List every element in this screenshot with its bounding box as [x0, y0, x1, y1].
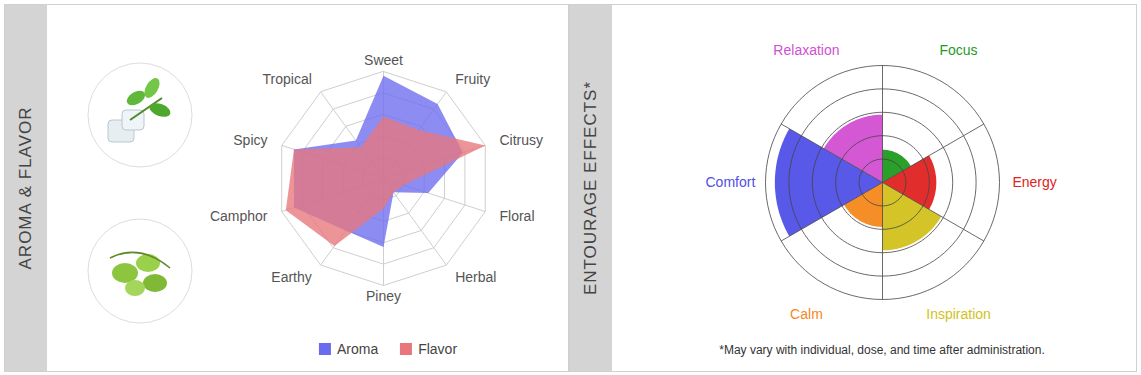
svg-text:Comfort: Comfort [706, 174, 756, 190]
html-text:AROMA & FLAVOR: AROMA & FLAVOR [16, 106, 35, 270]
svg-text:Camphor: Camphor [210, 208, 268, 224]
svg-text:Sweet: Sweet [364, 52, 403, 68]
svg-text:Herbal: Herbal [455, 269, 496, 285]
svg-text:Relaxation: Relaxation [773, 42, 839, 58]
html-text:*May vary with individual, dos: *May vary with individual, dose, and tim… [719, 343, 1045, 357]
svg-text:Floral: Floral [500, 208, 535, 224]
svg-text:Spicy: Spicy [233, 132, 267, 148]
svg-text:Inspiration: Inspiration [926, 306, 991, 322]
html-text:Flavor: Flavor [418, 341, 458, 357]
svg-text:Fruity: Fruity [455, 71, 490, 87]
svg-text:Tropical: Tropical [263, 71, 312, 87]
html-text:Aroma: Aroma [336, 341, 379, 357]
svg-text:Piney: Piney [366, 288, 401, 304]
svg-text:Calm: Calm [790, 306, 823, 322]
html-text:ENTOURAGE EFFECTS*: ENTOURAGE EFFECTS* [581, 80, 600, 296]
svg-text:Energy: Energy [1012, 174, 1056, 190]
svg-text:Citrusy: Citrusy [500, 132, 544, 148]
svg-text:Earthy: Earthy [271, 269, 311, 285]
svg-text:Focus: Focus [939, 42, 977, 58]
